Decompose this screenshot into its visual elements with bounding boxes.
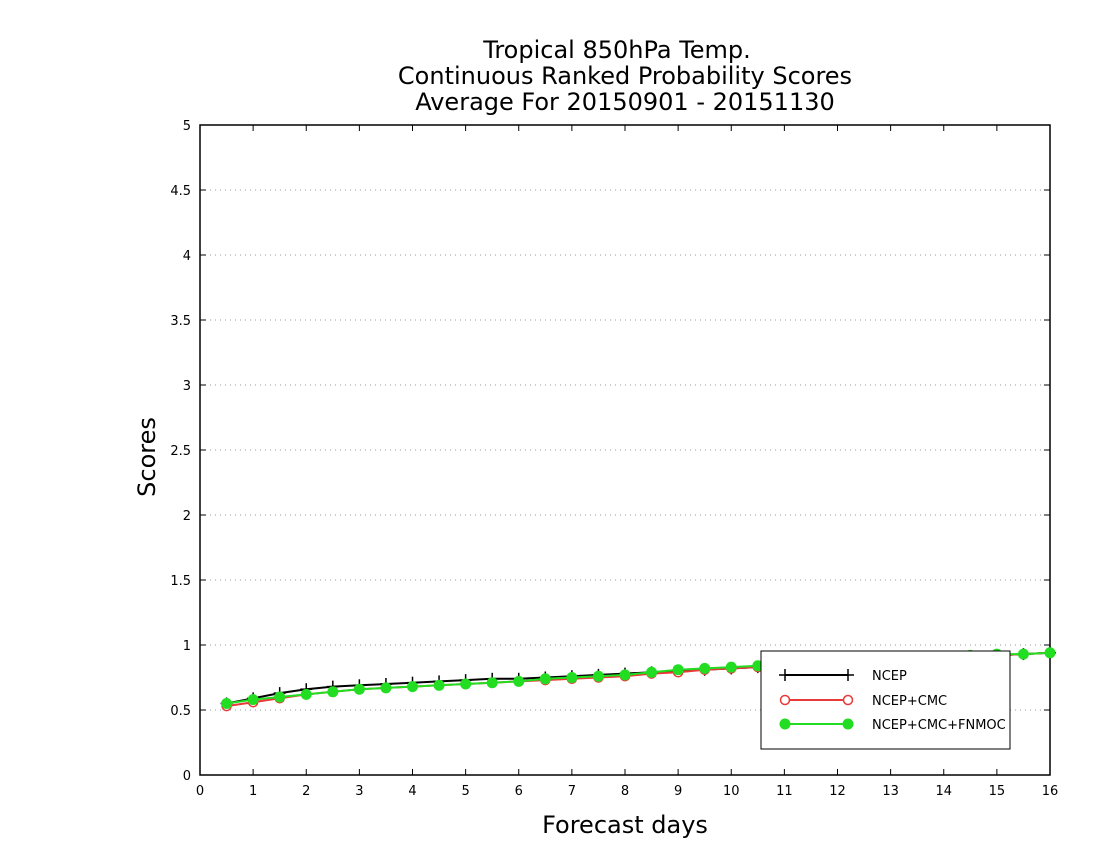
x-tick-label: 6: [515, 784, 523, 799]
chart-title-line-1: Tropical 850hPa Temp.: [482, 36, 751, 64]
x-tick-label: 12: [829, 784, 846, 799]
point-marker: [566, 672, 578, 683]
legend-label: NCEP: [872, 669, 907, 684]
point-marker: [380, 682, 392, 694]
x-tick-label: 5: [461, 784, 469, 799]
point-marker: [779, 694, 791, 706]
x-tick-label: 4: [408, 784, 416, 799]
y-tick-label: 3.5: [170, 314, 191, 329]
x-tick-label: 13: [882, 784, 899, 799]
point-marker: [1017, 648, 1029, 660]
x-tick-label: 3: [355, 784, 363, 799]
point-marker: [619, 669, 631, 681]
point-marker: [460, 678, 472, 690]
point-marker: [327, 686, 339, 698]
x-tick-label: 15: [989, 784, 1006, 799]
point-marker: [407, 681, 418, 693]
axis-ticks: 00.511.522.533.544.550 1 2 3 4 5 6 7 8 9 10 11 12 13 1…: [170, 119, 1058, 799]
point-marker: [842, 694, 854, 706]
point-marker: [646, 666, 658, 678]
point-marker: [221, 698, 233, 709]
y-tick-label: 4: [183, 249, 191, 264]
y-tick-label: 0.5: [170, 704, 191, 719]
x-axis-label: Forecast days: [542, 811, 708, 839]
point-marker: [672, 664, 684, 676]
x-tick-label: 9: [674, 784, 682, 799]
legend-item: NCEP+CMC+FNMOC: [779, 718, 1006, 733]
legend: NCEP NCEP+CMC NCEP+CMC+FNMOC: [760, 650, 1011, 750]
point-marker: [1044, 647, 1056, 659]
y-tick-label: 4.5: [170, 184, 191, 199]
point-marker: [779, 718, 791, 730]
y-axis-label: Scores: [133, 417, 161, 497]
point-marker: [699, 662, 711, 674]
point-marker: [274, 691, 286, 703]
y-tick-label: 1.5: [170, 574, 191, 589]
x-tick-label: 0: [196, 784, 204, 799]
y-tick-label: 5: [183, 119, 191, 134]
y-tick-label: 2: [183, 509, 191, 524]
grid: [200, 189, 1050, 711]
legend-item: NCEP: [779, 669, 907, 684]
point-marker: [725, 661, 737, 673]
legend-label: NCEP+CMC+FNMOC: [872, 718, 1006, 733]
x-tick-label: 7: [568, 784, 576, 799]
point-marker: [300, 688, 312, 700]
point-marker: [592, 670, 604, 682]
point-marker: [353, 683, 365, 695]
point-marker: [539, 673, 551, 685]
legend-item: NCEP+CMC: [779, 694, 947, 709]
chart-title-line-3: Average For 20150901 - 20151130: [415, 88, 835, 116]
point-marker: [513, 675, 525, 687]
x-tick-label: 16: [1042, 784, 1059, 799]
y-tick-label: 2.5: [170, 444, 191, 459]
point-marker: [486, 677, 498, 689]
y-tick-label: 0: [183, 769, 191, 784]
x-tick-label: 10: [723, 784, 740, 799]
x-tick-label: 11: [776, 784, 793, 799]
legend-label: NCEP+CMC: [872, 694, 947, 709]
point-marker: [842, 718, 854, 730]
x-tick-label: 14: [935, 784, 952, 799]
y-tick-label: 3: [183, 379, 191, 394]
point-marker: [433, 679, 445, 691]
x-tick-label: 2: [302, 784, 310, 799]
point-marker: [247, 694, 259, 706]
y-tick-label: 1: [183, 639, 191, 654]
x-tick-label: 8: [621, 784, 629, 799]
chart-title-line-2: Continuous Ranked Probability Scores: [398, 62, 852, 90]
x-tick-label: 1: [249, 784, 257, 799]
